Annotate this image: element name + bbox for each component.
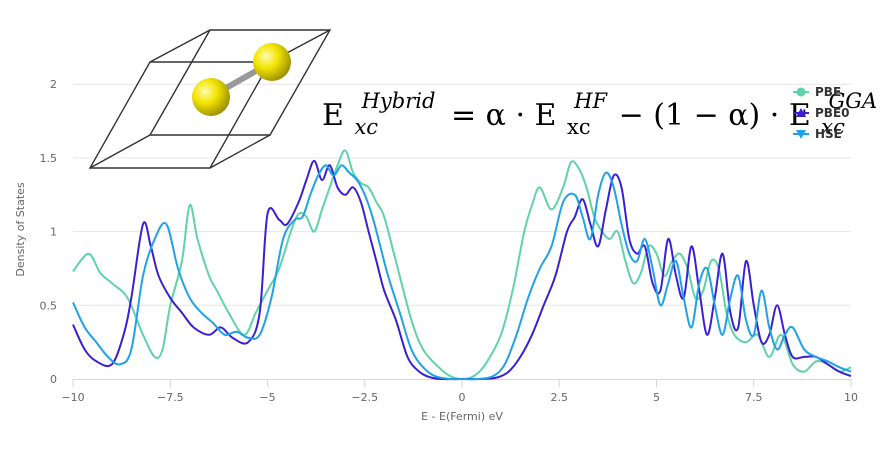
legend-triangle-marker-icon: [796, 108, 806, 117]
legend-item-hse[interactable]: HSE: [793, 127, 842, 141]
y-tick-label: 1: [50, 226, 57, 239]
legend-label: PBE0: [815, 106, 850, 120]
x-tick-label: 10: [844, 391, 858, 404]
x-tick-label: −10: [61, 391, 84, 404]
eq-sup: Hybrid: [361, 89, 436, 113]
y-tick-label: 0.5: [40, 299, 58, 312]
legend: PBE PBE0 HSE: [793, 85, 850, 141]
x-tick-label: −7.5: [157, 391, 184, 404]
legend-triangle-down-marker-icon: [796, 130, 806, 139]
legend-circle-marker-icon: [796, 87, 806, 97]
x-tick-label: 5: [653, 391, 660, 404]
eq-rhs-sub: xc: [567, 115, 591, 139]
series-line-pbe: [72, 149, 852, 380]
eq-middle: − (1 − α) ·: [619, 98, 789, 133]
series-layer: [72, 149, 852, 381]
series-line-hse: [72, 164, 852, 381]
axes: 0 0.5 1 1.5 2 −10 −7.5 −5 −2.5 0 2.5 5 7.5 10 E - E(Fe…: [14, 78, 858, 423]
eq-rhs: = α · E: [451, 98, 556, 133]
cell-edge: [209, 134, 271, 169]
x-tick-label: 0: [459, 391, 466, 404]
x-tick-label: −2.5: [351, 391, 378, 404]
legend-item-pbe[interactable]: PBE: [793, 85, 841, 99]
eq-gga-sub: xc: [821, 115, 845, 139]
eq-gga-sup: GGA: [828, 89, 877, 113]
eq-sub: xc: [354, 115, 378, 139]
y-axis-title: Density of States: [14, 182, 27, 277]
y-tick-label: 0: [50, 373, 57, 386]
sulfur-atom-1-icon: [192, 78, 230, 116]
cell-edge: [89, 134, 151, 169]
y-tick-label: 1.5: [40, 152, 58, 165]
x-axis-title: E - E(Fermi) eV: [421, 410, 503, 423]
svg-text:E xc Hybrid: E xc Hybrid = α · E xc HF − (1 − α) · E …: [322, 81, 877, 142]
legend-label: PBE: [815, 85, 841, 99]
y-tick-label: 2: [50, 78, 57, 91]
x-tick-label: 7.5: [745, 391, 763, 404]
x-tick-label: −5: [259, 391, 275, 404]
legend-label: HSE: [815, 127, 842, 141]
cell-edge: [149, 29, 211, 63]
x-tick-label: 2.5: [551, 391, 569, 404]
sulfur-atom-2-icon: [253, 43, 291, 81]
eq-rhs-sup: HF: [573, 89, 608, 113]
series-line-pbe0: [72, 159, 852, 381]
eq-base: E: [322, 98, 344, 133]
legend-item-pbe0[interactable]: PBE0: [793, 106, 850, 120]
hybrid-functional-equation: E xc Hybrid = α · E xc HF − (1 − α) · E …: [322, 81, 877, 142]
